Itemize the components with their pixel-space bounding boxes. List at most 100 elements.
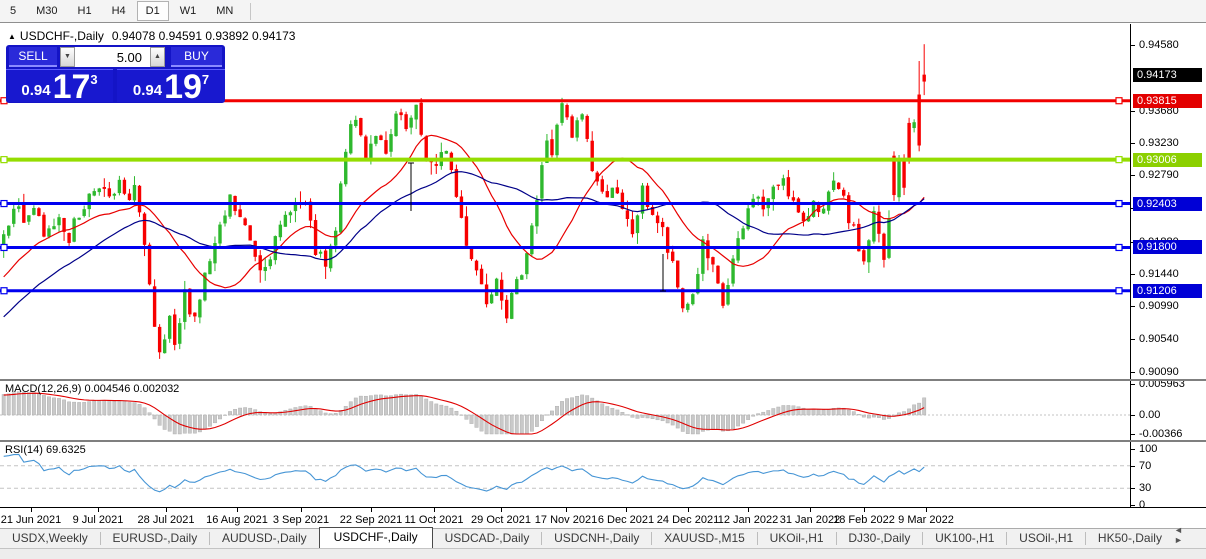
macd-bar <box>826 409 831 416</box>
date-tick <box>864 508 865 512</box>
price-tick-label: 0.94580 <box>1139 39 1179 51</box>
macd-bar <box>374 394 378 416</box>
macd-bar <box>479 414 484 432</box>
symbol-tab-usdcaddaily[interactable]: USDCAD-,Daily <box>444 531 530 545</box>
symbol-tab-usdchfdaily[interactable]: USDCHF-,Daily <box>318 527 433 548</box>
macd-bar <box>625 414 630 416</box>
timeframe-button-mn[interactable]: MN <box>216 5 234 17</box>
buy-price-display[interactable]: 0.94 19 7 <box>117 69 225 104</box>
macd-bar <box>318 410 323 416</box>
timeframe-button-d1[interactable]: D1 <box>136 1 169 21</box>
level-handle[interactable] <box>1115 156 1123 164</box>
symbol-tab-eurusddaily[interactable]: EURUSD-,Daily <box>112 531 198 545</box>
date-tick <box>688 508 689 512</box>
volume-input[interactable] <box>75 47 150 67</box>
macd-bar <box>384 395 388 416</box>
macd-bar <box>565 398 569 416</box>
date-label: 21 Jun 2021 <box>0 514 62 526</box>
timeframe-button-5[interactable]: 5 <box>10 5 17 17</box>
volume-decrease-button[interactable]: ▼ <box>60 47 75 67</box>
tab-scroll-arrows[interactable]: ◄ ► <box>1174 525 1187 545</box>
level-handle[interactable] <box>0 199 8 208</box>
symbol-tab-hk50daily[interactable]: HK50-,Daily <box>1097 531 1162 545</box>
macd-axis-label: -0.00366 <box>1139 428 1183 440</box>
macd-bar <box>21 392 26 416</box>
macd-bar <box>464 414 469 420</box>
rsi-axis-label: 70 <box>1139 459 1152 472</box>
symbol-tab-ukoilh1[interactable]: UKOil-,H1 <box>769 531 824 545</box>
date-tick <box>371 508 372 512</box>
macd-bar <box>197 414 202 433</box>
price-badge-0.91800: 0.91800 <box>1133 240 1202 255</box>
macd-bar <box>409 394 414 416</box>
macd-bar <box>424 398 429 416</box>
macd-bar <box>57 398 61 416</box>
rsi-line <box>3 453 925 493</box>
symbol-tab-usdcnhdaily[interactable]: USDCNH-,Daily <box>554 531 640 545</box>
macd-bar <box>122 401 127 416</box>
price-tick <box>1130 110 1135 112</box>
level-handle[interactable] <box>1115 199 1123 208</box>
macd-bar <box>721 414 725 432</box>
level-handle[interactable] <box>1115 287 1123 295</box>
macd-bar <box>751 414 756 417</box>
macd-bar <box>358 395 363 416</box>
rsi-label: RSI(14) 69.6325 <box>5 444 86 456</box>
sell-price-display[interactable]: 0.94 17 3 <box>6 69 113 104</box>
timeframe-button-w1[interactable]: W1 <box>179 5 197 17</box>
price-tick <box>1130 45 1135 46</box>
rsi-separator[interactable] <box>0 440 1206 442</box>
symbol-tab-usdxweekly[interactable]: USDX,Weekly <box>12 531 88 545</box>
macd-bar <box>268 413 273 416</box>
timeframe-button-h1[interactable]: H1 <box>77 5 92 17</box>
price-tick-label: 0.90090 <box>1139 366 1179 379</box>
tab-separator <box>99 532 101 545</box>
tab-separator <box>1085 532 1086 545</box>
tab-separator <box>209 532 210 545</box>
macd-bar <box>162 414 167 430</box>
timeframe-button-h4[interactable]: H4 <box>111 5 126 17</box>
collapse-arrow-icon[interactable]: ▲ <box>8 32 16 41</box>
macd-bar <box>37 393 41 416</box>
level-handle[interactable] <box>0 243 8 252</box>
macd-bar <box>484 414 489 435</box>
macd-bar <box>16 391 21 416</box>
macd-bar <box>866 414 871 419</box>
symbol-tab-audusddaily[interactable]: AUDUSD-,Daily <box>221 531 307 545</box>
macd-bar <box>711 414 715 430</box>
macd-bar <box>328 413 333 416</box>
price-badge-0.91206: 0.91206 <box>1133 283 1202 298</box>
price-tick-label: 0.90990 <box>1139 300 1179 313</box>
level-handle[interactable] <box>1115 97 1123 105</box>
macd-bar <box>167 414 172 432</box>
level-handle[interactable] <box>0 287 8 295</box>
macd-bar <box>77 402 82 416</box>
macd-bar <box>333 413 338 416</box>
level-handle[interactable] <box>0 156 8 164</box>
toolbar-separator <box>250 2 252 20</box>
macd-bar <box>690 414 695 435</box>
macd-bar <box>258 411 263 416</box>
macd-bar <box>363 395 368 416</box>
date-label: 18 Feb 2022 <box>833 514 895 526</box>
macd-bar <box>514 414 519 435</box>
buy-button[interactable]: BUY <box>171 47 222 67</box>
volume-increase-button[interactable]: ▲ <box>150 47 165 67</box>
symbol-tab-dj30daily[interactable]: DJ30-,Daily <box>848 531 911 545</box>
symbol-tab-uk100h1[interactable]: UK100-,H1 <box>935 531 995 545</box>
sell-button[interactable]: SELL <box>9 47 57 67</box>
date-axis-separator <box>0 507 1206 508</box>
timeframe-button-m30[interactable]: M30 <box>36 5 58 17</box>
date-tick <box>748 508 749 512</box>
macd-bar <box>399 393 403 416</box>
symbol-tab-xauusdm15[interactable]: XAUUSD-,M15 <box>664 531 745 545</box>
macd-separator[interactable] <box>0 379 1206 381</box>
macd-bar <box>590 397 595 416</box>
macd-bar <box>610 407 615 416</box>
macd-bar <box>404 394 408 416</box>
macd-bar <box>47 396 51 416</box>
level-handle[interactable] <box>1115 243 1123 252</box>
date-label: 11 Oct 2021 <box>404 514 464 526</box>
rsi-axis-label: 30 <box>1139 482 1152 495</box>
symbol-tab-usoilh1[interactable]: USOil-,H1 <box>1019 531 1074 545</box>
